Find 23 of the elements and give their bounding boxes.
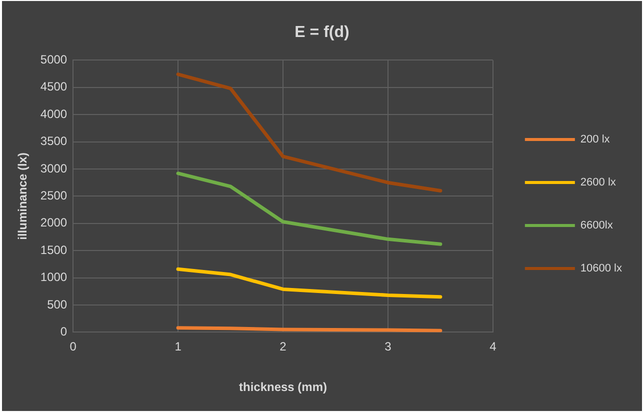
y-tick-label: 3000 (40, 161, 68, 176)
legend-label: 2600 lx (580, 176, 616, 189)
legend-label: 6600lx (580, 220, 614, 232)
y-tick-label: 0 (60, 324, 68, 339)
legend-label: 200 lx (580, 134, 610, 146)
x-tick-label: 2 (280, 340, 287, 354)
chart-title: E = f(d) (294, 24, 350, 42)
x-tick-label: 3 (384, 340, 392, 354)
legend-label: 10600 lx (580, 262, 622, 275)
y-tick-label: 1000 (40, 270, 68, 284)
x-tick-label: 0 (70, 340, 77, 354)
y-tick-label: 2500 (40, 188, 68, 203)
y-tick-label: 4500 (40, 80, 68, 94)
y-tick-label: 4000 (40, 106, 68, 121)
y-tick-label: 1500 (40, 242, 68, 257)
y-tick-label: 3500 (40, 134, 68, 148)
y-tick-label: 5000 (40, 52, 68, 67)
x-tick-label: 1 (174, 340, 182, 354)
y-tick-label: 500 (47, 297, 68, 312)
x-axis-title: thickness (mm) (238, 380, 328, 394)
y-tick-label: 2000 (40, 216, 68, 230)
y-axis-title: illuminance (lx) (16, 152, 30, 240)
x-tick-label: 4 (490, 340, 497, 354)
